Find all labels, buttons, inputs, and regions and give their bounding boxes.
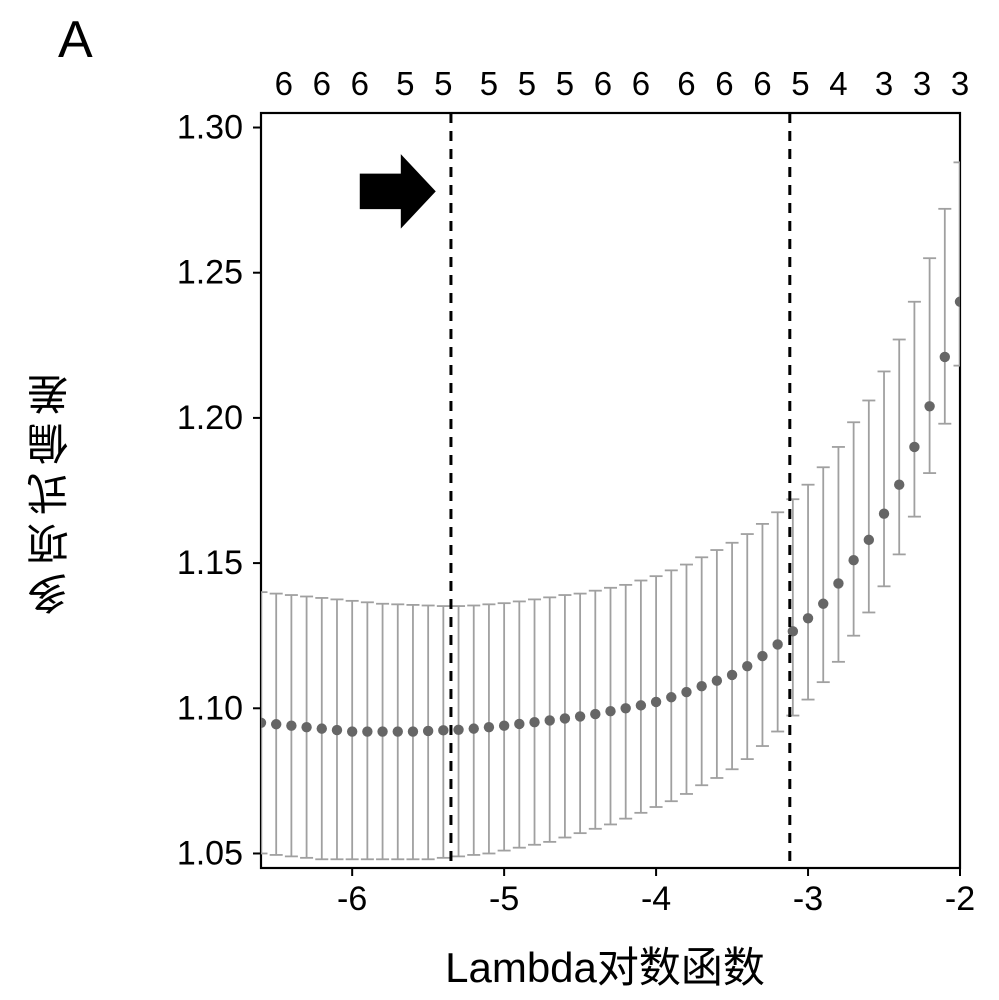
- top-count-label: 5: [791, 65, 809, 102]
- data-point: [742, 661, 752, 671]
- data-point: [940, 352, 950, 362]
- top-count-label: 6: [753, 65, 771, 102]
- data-point: [317, 723, 327, 733]
- ytick-label: 1.20: [177, 399, 243, 437]
- ytick-label: 1.10: [177, 689, 243, 727]
- data-point: [590, 709, 600, 719]
- data-point: [605, 706, 615, 716]
- data-point: [727, 670, 737, 680]
- data-point: [545, 715, 555, 725]
- xtick-label: -5: [489, 880, 519, 918]
- data-point: [529, 717, 539, 727]
- data-point: [712, 676, 722, 686]
- data-point: [848, 555, 858, 565]
- top-count-label: 6: [632, 65, 650, 102]
- xtick-label: -6: [337, 880, 367, 918]
- xtick-label: -4: [641, 880, 671, 918]
- data-point: [955, 297, 965, 307]
- top-count-label: 6: [715, 65, 733, 102]
- data-point: [636, 700, 646, 710]
- plot-area: 1.051.101.151.201.251.30-6-5-4-3-2666555…: [0, 0, 999, 1000]
- data-point: [803, 613, 813, 623]
- top-count-label: 6: [594, 65, 612, 102]
- data-point: [833, 578, 843, 588]
- data-point: [347, 726, 357, 736]
- data-point: [757, 651, 767, 661]
- data-point: [362, 726, 372, 736]
- data-point: [681, 687, 691, 697]
- data-point: [286, 721, 296, 731]
- data-point: [469, 723, 479, 733]
- data-point: [879, 509, 889, 519]
- top-count-label: 5: [518, 65, 536, 102]
- top-count-label: 6: [677, 65, 695, 102]
- data-point: [423, 726, 433, 736]
- ytick-label: 1.30: [177, 109, 243, 147]
- top-count-label: 5: [556, 65, 574, 102]
- data-point: [438, 725, 448, 735]
- data-point: [909, 442, 919, 452]
- top-count-label: 6: [351, 65, 369, 102]
- data-point: [894, 479, 904, 489]
- data-point: [620, 703, 630, 713]
- data-point: [393, 726, 403, 736]
- data-point: [696, 681, 706, 691]
- data-point: [332, 725, 342, 735]
- data-point: [575, 711, 585, 721]
- top-count-label: 5: [396, 65, 414, 102]
- figure-root: A 多项式偏差 Lambda对数函数 1.051.101.151.201.251…: [0, 0, 999, 1000]
- top-count-label: 3: [951, 65, 969, 102]
- data-point: [499, 721, 509, 731]
- data-point: [560, 713, 570, 723]
- xtick-label: -3: [793, 880, 823, 918]
- data-point: [818, 599, 828, 609]
- data-point: [514, 719, 524, 729]
- data-point: [864, 535, 874, 545]
- top-count-label: 3: [913, 65, 931, 102]
- data-point: [772, 639, 782, 649]
- top-count-label: 3: [875, 65, 893, 102]
- data-point: [377, 726, 387, 736]
- top-count-label: 4: [829, 65, 847, 102]
- ytick-label: 1.25: [177, 254, 243, 292]
- data-point: [924, 401, 934, 411]
- data-point: [408, 726, 418, 736]
- top-count-label: 5: [434, 65, 452, 102]
- data-point: [256, 718, 266, 728]
- xtick-label: -2: [945, 880, 975, 918]
- data-point: [666, 692, 676, 702]
- data-point: [484, 722, 494, 732]
- ytick-label: 1.05: [177, 834, 243, 872]
- data-point: [271, 719, 281, 729]
- top-count-label: 5: [480, 65, 498, 102]
- top-count-label: 6: [313, 65, 331, 102]
- data-point: [651, 697, 661, 707]
- data-point: [453, 725, 463, 735]
- top-count-label: 6: [275, 65, 293, 102]
- data-point: [301, 722, 311, 732]
- ytick-label: 1.15: [177, 544, 243, 582]
- data-point: [788, 626, 798, 636]
